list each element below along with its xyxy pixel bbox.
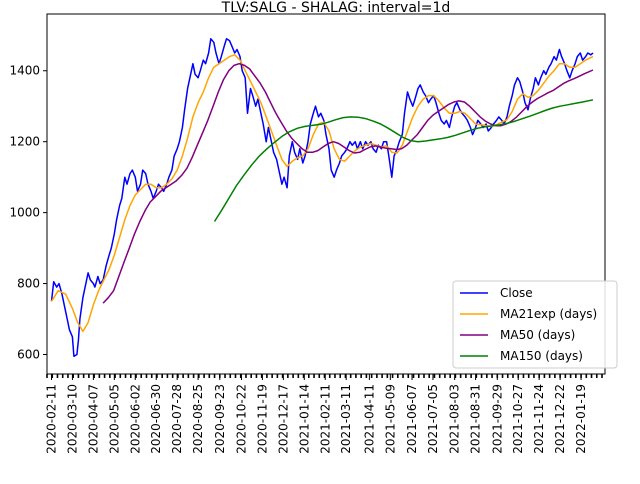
x-tick-label: 2020-04-07 bbox=[86, 384, 100, 454]
x-tick-label: 2021-06-07 bbox=[405, 384, 419, 454]
x-tick-label: 2020-05-05 bbox=[107, 384, 121, 454]
legend-label: MA21exp (days) bbox=[500, 307, 597, 321]
x-axis: 2020-02-11 2020-03-10 2020-04-07 2020-05-05… bbox=[45, 374, 603, 454]
x-tick-label: 2021-11-24 bbox=[532, 384, 546, 454]
legend-label: MA50 (days) bbox=[500, 328, 575, 342]
series-line-1 bbox=[50, 54, 594, 333]
x-tick-label: 2021-12-22 bbox=[553, 384, 567, 454]
x-tick-label: 2021-09-29 bbox=[490, 384, 504, 454]
series-line-2 bbox=[102, 62, 594, 304]
x-tick-label: 2021-08-31 bbox=[469, 384, 483, 454]
y-tick-label: 600 bbox=[17, 347, 40, 361]
x-tick-label: 2020-10-22 bbox=[235, 384, 249, 454]
legend-label: Close bbox=[500, 286, 533, 300]
legend-label: MA150 (days) bbox=[500, 349, 583, 363]
x-tick-label: 2020-12-17 bbox=[276, 384, 290, 454]
x-tick-label: 2020-11-19 bbox=[255, 384, 269, 454]
x-tick-label: 2021-08-03 bbox=[448, 384, 462, 454]
x-tick-label: 2021-04-11 bbox=[362, 384, 376, 454]
y-tick-label: 1400 bbox=[9, 64, 40, 78]
x-tick-label: 2021-01-14 bbox=[297, 384, 311, 454]
y-tick-label: 1000 bbox=[9, 206, 40, 220]
series-line-3 bbox=[213, 99, 594, 222]
x-tick-label: 2021-05-09 bbox=[383, 384, 397, 454]
x-tick-label: 2020-03-10 bbox=[65, 384, 79, 454]
x-tick-label: 2020-02-11 bbox=[45, 384, 59, 454]
plot-lines bbox=[50, 38, 594, 358]
x-tick-label: 2021-10-27 bbox=[511, 384, 525, 454]
y-axis: 600 800 1000 1200 1400 bbox=[9, 64, 47, 361]
chart-title: TLV:SALG - SHALAG: interval=1d bbox=[221, 0, 451, 16]
x-tick-label: 2020-08-25 bbox=[191, 384, 205, 454]
x-tick-label: 2022-01-19 bbox=[574, 384, 588, 454]
y-tick-label: 800 bbox=[17, 277, 40, 291]
y-tick-label: 1200 bbox=[9, 135, 40, 149]
x-tick-label: 2020-09-23 bbox=[213, 384, 227, 454]
plot-frame bbox=[46, 13, 606, 375]
x-tick-label: 2020-07-28 bbox=[170, 384, 184, 454]
x-tick-label: 2021-07-05 bbox=[426, 384, 440, 454]
legend-box bbox=[452, 280, 618, 369]
legend: Close MA21exp (days) MA50 (days) MA150 (day… bbox=[452, 280, 618, 369]
x-tick-label: 2021-02-11 bbox=[318, 384, 332, 454]
x-tick-label: 2020-06-30 bbox=[149, 384, 163, 454]
x-tick-label: 2021-03-11 bbox=[339, 384, 353, 454]
x-tick-label: 2020-06-02 bbox=[128, 384, 142, 454]
